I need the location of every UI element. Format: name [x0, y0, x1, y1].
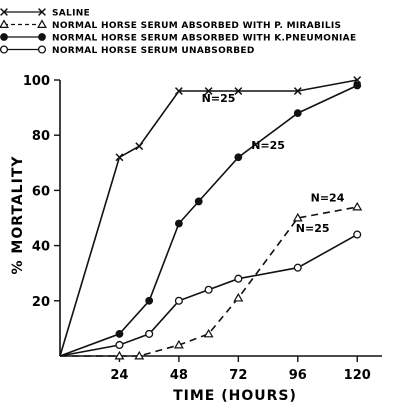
legend-entry: SALINE: [0, 8, 90, 19]
data-point: [174, 87, 183, 95]
data-point: [174, 296, 183, 305]
x-tick-label: 24: [110, 368, 128, 383]
data-point: [114, 350, 125, 360]
n-annotation: N=25: [296, 222, 330, 235]
data-point: [292, 212, 303, 222]
series-2: [60, 201, 363, 360]
data-point: [145, 329, 154, 338]
data-point: [352, 201, 363, 211]
legend-entry: NORMAL HORSE SERUM ABSORBED WITH K.PNEUM…: [0, 33, 356, 44]
legend: SALINE NORMAL HORSE SERUM ABSORBED WITH P…: [0, 8, 356, 56]
legend-marker: [0, 45, 9, 54]
n-annotation: N=25: [251, 139, 285, 152]
legend-marker: [0, 8, 8, 16]
data-point: [204, 87, 213, 95]
legend-label: NORMAL HORSE SERUM ABSORBED WITH K.PNEUM…: [52, 34, 356, 44]
data-point: [233, 292, 244, 302]
series-line: [59, 79, 358, 357]
data-point: [203, 328, 214, 338]
series-layer: [59, 76, 363, 360]
legend-label: NORMAL HORSE SERUM UNABSORBED: [52, 46, 255, 56]
series-1: [59, 76, 362, 357]
data-point: [204, 285, 213, 294]
data-point: [134, 350, 145, 360]
data-point: [135, 142, 144, 151]
x-axis-label: TIME (HOURS): [173, 388, 297, 404]
data-point: [145, 296, 154, 305]
data-point: [115, 340, 124, 350]
y-tick-label: 80: [32, 129, 50, 144]
y-axis-label: % MORTALITY: [10, 155, 26, 274]
legend-marker: [37, 45, 47, 54]
data-point: [353, 81, 362, 90]
y-tick-label: 40: [32, 240, 50, 255]
n-annotation: N=25: [202, 92, 236, 105]
data-point: [173, 339, 184, 349]
series-line: [60, 206, 358, 357]
series-3: [59, 81, 362, 357]
data-point: [234, 274, 243, 283]
y-tick-label: 60: [32, 184, 50, 199]
legend-entry: NORMAL HORSE SERUM UNABSORBED: [0, 45, 255, 56]
annotations: N=25 N=25 N=24 N=25: [202, 92, 345, 235]
n-annotation: N=24: [311, 191, 345, 204]
x-tick-label: 72: [229, 368, 247, 383]
legend-marker: [0, 33, 8, 41]
data-point: [234, 87, 243, 95]
series-line: [59, 84, 358, 357]
legend-label: NORMAL HORSE SERUM ABSORBED WITH P. MIRA…: [52, 21, 341, 31]
legend-marker: [38, 8, 46, 16]
data-point: [115, 330, 124, 338]
legend-label: SALINE: [52, 9, 90, 19]
legend-entry: NORMAL HORSE SERUM ABSORBED WITH P. MIRA…: [0, 19, 341, 31]
x-tick-label: 120: [344, 368, 371, 383]
y-tick-label: 20: [32, 295, 50, 310]
data-point: [353, 230, 362, 239]
axes: 24 48 72 96 120 20 40 60 80 100: [23, 74, 382, 383]
legend-marker: [0, 19, 9, 28]
data-point: [353, 76, 362, 84]
y-tick-label: 100: [23, 74, 50, 89]
legend-marker: [38, 33, 46, 41]
x-tick-label: 48: [170, 368, 188, 383]
data-point: [293, 263, 302, 272]
series-line: [59, 233, 358, 357]
x-tick-label: 96: [289, 368, 307, 383]
series-4: [59, 230, 362, 357]
data-point: [115, 153, 124, 162]
data-point: [234, 153, 243, 162]
data-point: [293, 87, 302, 95]
legend-marker: [37, 19, 47, 28]
data-point: [194, 197, 203, 206]
data-point: [174, 219, 183, 228]
data-point: [293, 109, 302, 118]
